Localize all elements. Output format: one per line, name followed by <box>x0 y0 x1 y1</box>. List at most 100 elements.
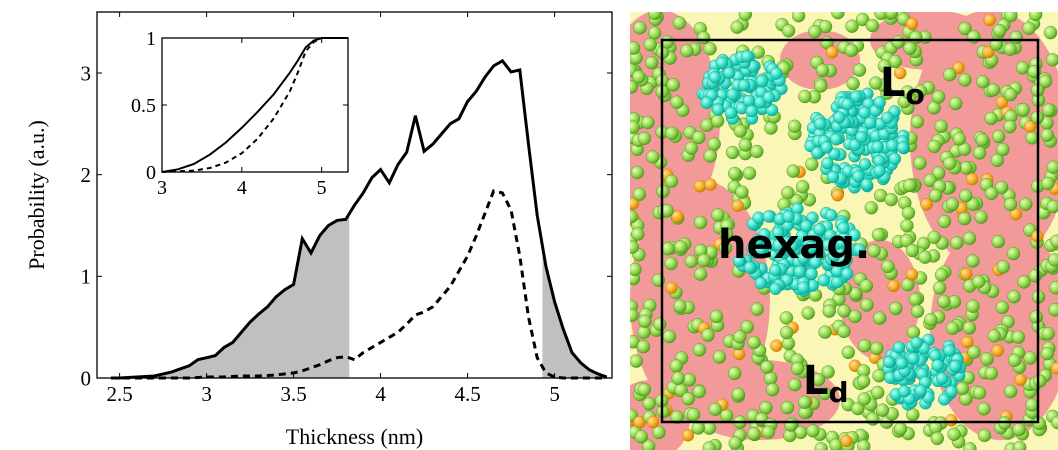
lipid <box>684 141 699 155</box>
hexagonal-lipid <box>907 352 920 365</box>
lipid <box>1016 103 1031 117</box>
lipid <box>638 314 652 328</box>
lipid <box>910 115 924 129</box>
lipid <box>648 12 662 20</box>
lipid <box>693 267 708 281</box>
lipid <box>952 132 966 146</box>
lipid <box>900 218 914 233</box>
lipid <box>672 16 687 30</box>
cholesterol <box>905 17 919 30</box>
lipid <box>1012 422 1026 437</box>
lipid <box>934 119 948 134</box>
cholesterol <box>1023 120 1037 133</box>
cholesterol <box>961 335 974 349</box>
hexagonal-lipid <box>881 111 894 125</box>
lipid <box>963 442 977 450</box>
lipid <box>950 236 964 250</box>
lipid <box>913 156 927 170</box>
series-line <box>110 58 608 380</box>
hexagonal-lipid <box>820 141 833 154</box>
lipid <box>692 343 707 357</box>
hexagonal-lipid <box>831 275 844 289</box>
lipid <box>1022 21 1036 35</box>
hexagonal-lipid <box>860 178 873 191</box>
lipid <box>710 114 725 128</box>
y-tick-label: 1 <box>146 28 156 50</box>
y-tick-label: 0 <box>146 162 156 184</box>
lipid <box>930 431 944 446</box>
lipid-domain <box>680 360 840 440</box>
hexagonal-lipid <box>841 267 854 280</box>
hexagonal-lipid <box>793 265 807 278</box>
cholesterol <box>646 415 660 429</box>
lipid <box>730 20 744 34</box>
lipid <box>905 243 920 258</box>
hexagonal-lipid <box>711 103 725 116</box>
hexagonal-lipid <box>833 111 846 124</box>
x-tick-label: 5 <box>549 382 560 406</box>
lipid <box>966 254 980 268</box>
lipid <box>959 189 973 203</box>
lipid <box>759 400 773 415</box>
lipid <box>786 164 800 178</box>
hexagonal-lipid <box>821 238 835 252</box>
lipid <box>634 430 648 444</box>
lipid <box>764 121 778 135</box>
hexagonal-lipid <box>743 261 757 274</box>
lipid <box>1025 398 1039 412</box>
lipid <box>805 157 819 172</box>
hexagonal-lipid <box>817 274 830 287</box>
lipid <box>918 250 932 264</box>
lipid <box>738 12 752 21</box>
lipid <box>1006 246 1021 261</box>
cholesterol <box>840 434 853 448</box>
lipid <box>902 178 917 193</box>
lipid <box>852 63 867 77</box>
lipid <box>682 373 696 387</box>
lipid <box>903 41 917 55</box>
lipid <box>851 401 865 416</box>
lipid <box>856 374 871 388</box>
lipid <box>646 150 660 164</box>
lipid <box>821 365 835 379</box>
lipid <box>1025 131 1039 145</box>
cholesterol <box>991 344 1004 357</box>
x-tick-label: 2.5 <box>106 382 132 406</box>
lipid <box>927 230 941 245</box>
lipid <box>958 73 972 87</box>
hexagonal-lipid <box>871 140 884 154</box>
lipid <box>937 214 952 229</box>
lipid <box>1046 160 1058 174</box>
hexagonal-lipid <box>797 252 810 265</box>
lipid <box>959 161 973 175</box>
hexagonal-lipid <box>848 228 861 242</box>
lipid <box>1028 12 1043 22</box>
cholesterol <box>887 279 900 292</box>
lipid <box>844 43 859 57</box>
series-line <box>161 37 348 173</box>
hexagonal-lipid <box>813 223 826 236</box>
cholesterol <box>770 339 783 352</box>
lipid <box>934 268 949 282</box>
lipid <box>891 35 905 49</box>
lipid <box>984 186 999 201</box>
cholesterol <box>731 199 744 212</box>
simulation-box <box>660 38 1040 424</box>
lipid <box>630 80 638 94</box>
shaded-area <box>542 245 607 378</box>
lipid <box>947 427 961 441</box>
lipid <box>1004 12 1018 23</box>
x-tick-label: 3.5 <box>280 382 306 406</box>
lipid <box>976 75 990 89</box>
lipid <box>630 240 639 254</box>
lipid <box>1019 197 1033 211</box>
lipid <box>1046 199 1058 214</box>
lipid <box>670 410 684 424</box>
hexagonal-lipid <box>914 384 927 397</box>
lipid <box>864 201 878 215</box>
lipid <box>996 142 1010 157</box>
lipid <box>728 166 742 181</box>
cholesterol <box>995 95 1008 109</box>
lipid <box>727 366 742 381</box>
